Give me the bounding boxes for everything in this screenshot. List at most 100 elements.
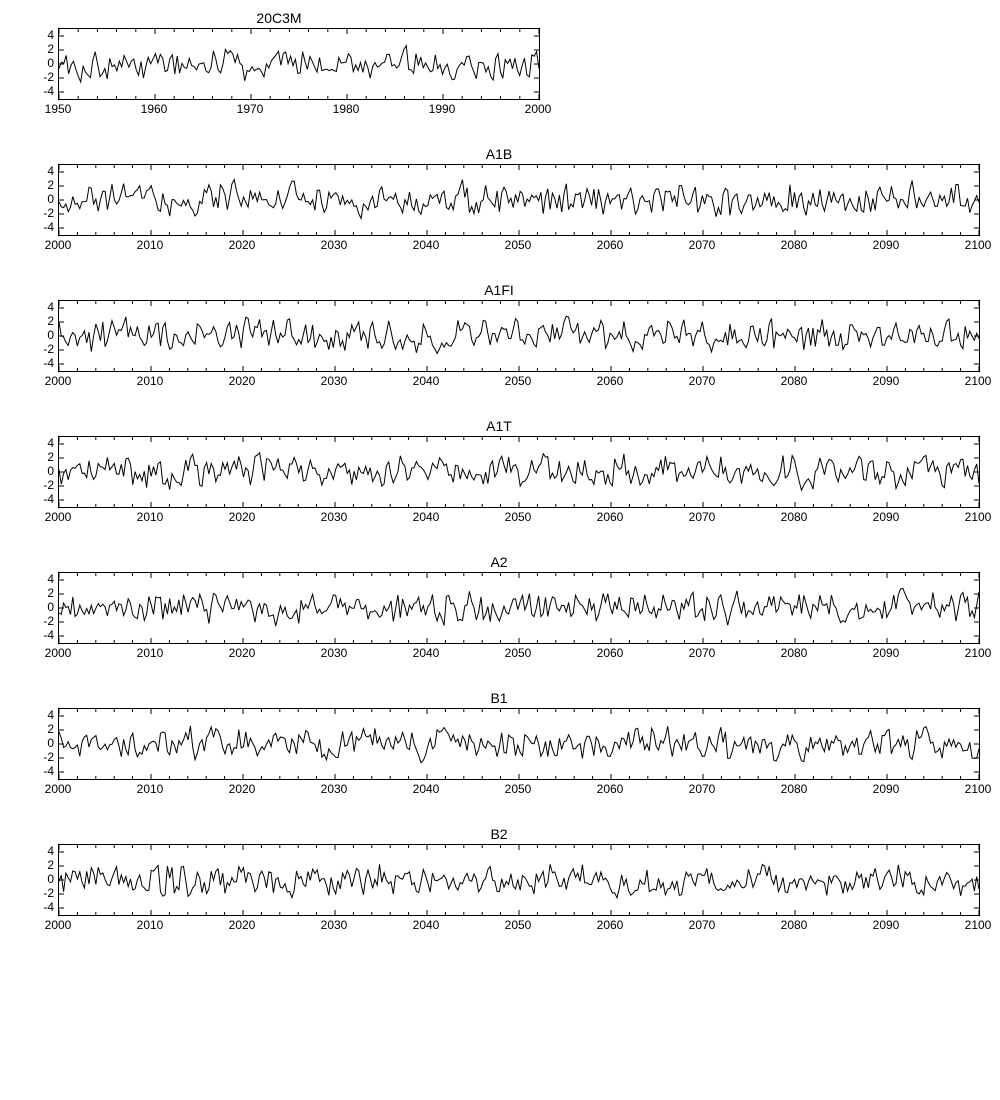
x-tick-label: 2080 — [781, 510, 808, 524]
y-tick-label: -2 — [43, 206, 54, 220]
y-axis-labels: -4-2024 — [20, 164, 58, 234]
y-tick-label: 4 — [47, 436, 54, 450]
plot-row: -4-2024 — [20, 436, 980, 508]
x-tick-label: 2080 — [781, 238, 808, 252]
x-tick-label: 2030 — [321, 374, 348, 388]
y-tick-label: 4 — [47, 844, 54, 858]
x-tick-label: 2070 — [689, 510, 716, 524]
x-tick-label: 2070 — [689, 782, 716, 796]
x-tick-label: 2080 — [781, 646, 808, 660]
x-tick-label: 2010 — [137, 374, 164, 388]
x-tick-label: 2090 — [873, 374, 900, 388]
x-tick-label: 2050 — [505, 238, 532, 252]
x-tick-label: 2090 — [873, 238, 900, 252]
x-tick-label: 2050 — [505, 374, 532, 388]
y-tick-label: 0 — [47, 192, 54, 206]
y-tick-label: 2 — [47, 314, 54, 328]
panel-title: B2 — [20, 826, 978, 842]
plot-row: -4-2024 — [20, 708, 980, 780]
y-tick-label: -4 — [43, 764, 54, 778]
panel-title: B1 — [20, 690, 978, 706]
y-tick-label: 4 — [47, 300, 54, 314]
y-tick-label: -4 — [43, 628, 54, 642]
x-axis-labels: 195019601970198019902000 — [58, 100, 538, 118]
y-tick-label: 4 — [47, 572, 54, 586]
x-tick-label: 2080 — [781, 374, 808, 388]
plot-box — [58, 572, 980, 644]
x-tick-label: 2050 — [505, 918, 532, 932]
y-axis-labels: -4-2024 — [20, 300, 58, 370]
x-tick-label: 1950 — [45, 102, 72, 116]
timeseries-line — [59, 316, 979, 353]
panel-title: A1T — [20, 418, 978, 434]
panel-p4: A2-4-20242000201020202030204020502060207… — [20, 554, 980, 662]
x-tick-label: 2080 — [781, 918, 808, 932]
x-tick-label: 2050 — [505, 782, 532, 796]
x-axis-labels: 2000201020202030204020502060207020802090… — [58, 644, 978, 662]
y-tick-label: 2 — [47, 722, 54, 736]
series-svg — [59, 301, 979, 371]
y-tick-label: 2 — [47, 450, 54, 464]
x-tick-label: 2050 — [505, 646, 532, 660]
y-tick-label: -4 — [43, 356, 54, 370]
x-tick-label: 2020 — [229, 918, 256, 932]
x-tick-label: 2090 — [873, 510, 900, 524]
y-tick-label: 2 — [47, 42, 54, 56]
series-svg — [59, 165, 979, 235]
x-tick-label: 2020 — [229, 510, 256, 524]
x-tick-label: 2000 — [525, 102, 552, 116]
y-tick-label: 0 — [47, 56, 54, 70]
plot-row: -4-2024 — [20, 300, 980, 372]
x-tick-label: 2100 — [965, 646, 992, 660]
y-tick-label: -2 — [43, 342, 54, 356]
x-tick-label: 2100 — [965, 238, 992, 252]
y-axis-labels: -4-2024 — [20, 708, 58, 778]
x-tick-label: 2030 — [321, 238, 348, 252]
series-svg — [59, 29, 539, 99]
x-tick-label: 2000 — [45, 374, 72, 388]
plot-box — [58, 300, 980, 372]
panel-title: A1B — [20, 146, 978, 162]
series-svg — [59, 437, 979, 507]
plot-box — [58, 436, 980, 508]
y-tick-label: 4 — [47, 708, 54, 722]
y-tick-label: -2 — [43, 478, 54, 492]
x-tick-label: 2070 — [689, 238, 716, 252]
x-tick-label: 2060 — [597, 238, 624, 252]
plot-row: -4-2024 — [20, 164, 980, 236]
x-tick-label: 2020 — [229, 374, 256, 388]
panel-p1: A1B-4-2024200020102020203020402050206020… — [20, 146, 980, 254]
x-tick-label: 2060 — [597, 782, 624, 796]
x-tick-label: 2010 — [137, 238, 164, 252]
y-tick-label: 0 — [47, 328, 54, 342]
x-tick-label: 2000 — [45, 238, 72, 252]
series-svg — [59, 709, 979, 779]
x-tick-label: 2010 — [137, 782, 164, 796]
y-axis-labels: -4-2024 — [20, 28, 58, 98]
x-tick-label: 2000 — [45, 646, 72, 660]
panel-title: A1FI — [20, 282, 978, 298]
x-tick-label: 2010 — [137, 918, 164, 932]
timeseries-line — [59, 453, 979, 490]
x-tick-label: 2070 — [689, 918, 716, 932]
y-tick-label: -4 — [43, 900, 54, 914]
y-tick-label: 2 — [47, 178, 54, 192]
plot-row: -4-2024 — [20, 28, 980, 100]
timeseries-line — [59, 46, 539, 82]
panel-p3: A1T-4-2024200020102020203020402050206020… — [20, 418, 980, 526]
y-tick-label: 0 — [47, 600, 54, 614]
y-axis-labels: -4-2024 — [20, 844, 58, 914]
y-axis-labels: -4-2024 — [20, 572, 58, 642]
y-tick-label: 4 — [47, 164, 54, 178]
y-tick-label: 0 — [47, 736, 54, 750]
x-tick-label: 2000 — [45, 510, 72, 524]
x-tick-label: 2070 — [689, 374, 716, 388]
x-tick-label: 2020 — [229, 238, 256, 252]
x-tick-label: 2090 — [873, 646, 900, 660]
panel-p2: A1FI-4-202420002010202020302040205020602… — [20, 282, 980, 390]
y-tick-label: 0 — [47, 872, 54, 886]
plot-box — [58, 844, 980, 916]
x-tick-label: 2040 — [413, 918, 440, 932]
panels-container: 20C3M-4-2024195019601970198019902000A1B-… — [20, 10, 980, 934]
x-tick-label: 2040 — [413, 238, 440, 252]
